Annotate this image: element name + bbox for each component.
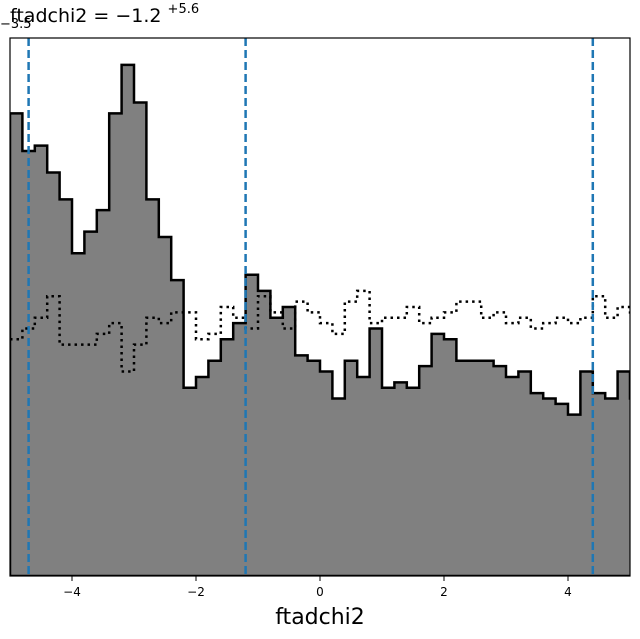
- histogram-fill-series-0: [10, 64, 630, 576]
- x-tick-label-0: −4: [63, 585, 81, 599]
- x-axis-label: ftadchi2: [275, 605, 365, 630]
- x-tick-label-3: 2: [440, 585, 448, 599]
- histogram-outline-series-0: [10, 63, 630, 576]
- histogram-dotted-series-1: [10, 289, 630, 373]
- chart-title-lower-error: −3.5: [0, 17, 32, 32]
- chart-title: ftadchi2 = −1.2 +5.6: [10, 2, 199, 27]
- x-tick-label-1: −2: [187, 585, 205, 599]
- plot-area: −4 −2 0 2 4: [9, 37, 631, 599]
- chart-title-upper-error: +5.6: [168, 2, 200, 17]
- x-tick-label-4: 4: [564, 585, 572, 599]
- chart-title-main: ftadchi2 = −1.2: [10, 5, 162, 27]
- x-tick-label-2: 0: [316, 585, 324, 599]
